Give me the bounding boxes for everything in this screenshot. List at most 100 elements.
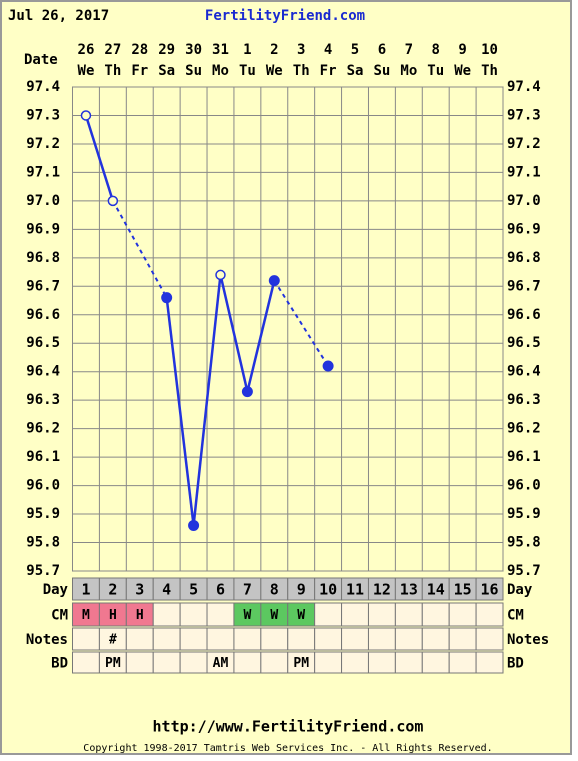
date-label: 26 (78, 42, 95, 58)
weekday-label: Tu (239, 63, 256, 79)
cell-text: 3 (135, 581, 144, 599)
date-label: 27 (104, 42, 121, 58)
row-label: BD (51, 656, 68, 672)
table-cell (341, 651, 369, 674)
date-label: 4 (324, 42, 332, 58)
y-tick-label: 96.7 (26, 278, 60, 294)
table-cell (287, 627, 316, 651)
weekday-label: Tu (427, 63, 444, 79)
cell-text: 14 (427, 581, 445, 599)
x-label: Date (24, 52, 58, 68)
header-date: Jul 26, 2017 (8, 8, 109, 24)
table-cell (367, 651, 396, 674)
line-segment (219, 274, 249, 392)
y-tick-label-right: 96.9 (507, 221, 541, 237)
y-tick-label: 97.3 (26, 107, 60, 123)
y-tick-label: 96.6 (26, 307, 60, 323)
table-cell (260, 627, 289, 651)
table-cell (341, 627, 369, 651)
cell-text: 9 (297, 581, 306, 599)
line-segment (165, 297, 195, 526)
y-tick-label: 96.2 (26, 421, 60, 437)
cell-text: W (270, 608, 278, 623)
weekday-label: Mo (212, 63, 229, 79)
table-cell (394, 651, 423, 674)
date-label: 7 (405, 42, 413, 58)
table-cell (152, 651, 181, 674)
temp-point (80, 110, 92, 121)
line-segment (246, 280, 276, 392)
temp-point (107, 195, 119, 207)
table-cell (394, 627, 423, 651)
table-cell (394, 602, 423, 627)
table-cell (179, 627, 208, 651)
table-cell (206, 627, 235, 651)
cell-text: 5 (189, 581, 198, 599)
date-label: 2 (270, 42, 278, 58)
y-tick-label: 96.3 (26, 392, 60, 408)
weekday-label: Th (104, 63, 121, 79)
table-cell (72, 651, 100, 674)
cell-text: 7 (243, 581, 252, 599)
y-tick-label-right: 97.0 (507, 193, 541, 209)
y-tick-label-right: 96.3 (507, 392, 541, 408)
cell-text: W (297, 608, 305, 623)
gap-connector (111, 200, 168, 299)
y-tick-label-right: 96.7 (507, 278, 541, 294)
cell-text: M (82, 608, 90, 623)
row-label-right: BD (507, 656, 524, 672)
cell-text: H (109, 608, 117, 623)
table-cell (367, 627, 396, 651)
y-tick-label: 95.8 (26, 535, 60, 551)
cell-text: 1 (81, 581, 90, 599)
weekday-label: Su (373, 63, 390, 79)
table-cell (125, 627, 154, 651)
y-tick-label-right: 97.2 (507, 136, 541, 152)
cell-text: # (109, 633, 117, 648)
y-tick-label: 96.1 (26, 449, 60, 465)
row-label-right: Notes (507, 632, 549, 648)
row-label-right: CM (507, 608, 524, 624)
table-cell (448, 627, 477, 651)
table-cell (421, 602, 450, 627)
table-cell (448, 602, 477, 627)
date-label: 3 (297, 42, 305, 58)
temp-point (322, 360, 334, 372)
y-tick-label: 96.0 (26, 478, 60, 494)
cell-text: H (136, 608, 144, 623)
cell-text: 11 (346, 581, 364, 599)
y-tick-label-right: 97.1 (507, 164, 541, 180)
y-tick-label-right: 97.3 (507, 107, 541, 123)
table-cell (448, 651, 477, 674)
date-label: 10 (481, 42, 498, 58)
table-cell (475, 627, 504, 651)
table-cell (314, 651, 343, 674)
cell-text: PM (105, 656, 121, 671)
y-tick-label-right: 96.4 (507, 364, 541, 380)
y-tick-label: 96.9 (26, 221, 60, 237)
header-site: FertilityFriend.com (205, 8, 365, 24)
y-tick-label: 96.4 (26, 364, 60, 380)
table-cell (367, 602, 396, 627)
table-cell (260, 651, 289, 674)
cell-text: 16 (481, 581, 499, 599)
weekday-label: Fr (320, 63, 337, 79)
weekday-label: Fr (131, 63, 148, 79)
temp-point (215, 269, 226, 281)
table-cell (475, 602, 504, 627)
weekday-label: We (454, 63, 471, 79)
table-cell (475, 651, 504, 674)
y-tick-label-right: 95.8 (507, 535, 541, 551)
table-cell (125, 651, 154, 674)
weekday-label: We (78, 63, 95, 79)
temp-point (241, 386, 253, 398)
y-tick-label: 95.7 (26, 563, 60, 579)
date-label: 31 (212, 42, 229, 58)
row-label: Notes (26, 632, 68, 648)
table-cell (152, 627, 181, 651)
weekday-label: Su (185, 63, 202, 79)
y-tick-label: 97.2 (26, 136, 60, 152)
table-cell (475, 577, 504, 601)
gap-connector (273, 280, 329, 367)
cell-text: 13 (400, 581, 418, 599)
